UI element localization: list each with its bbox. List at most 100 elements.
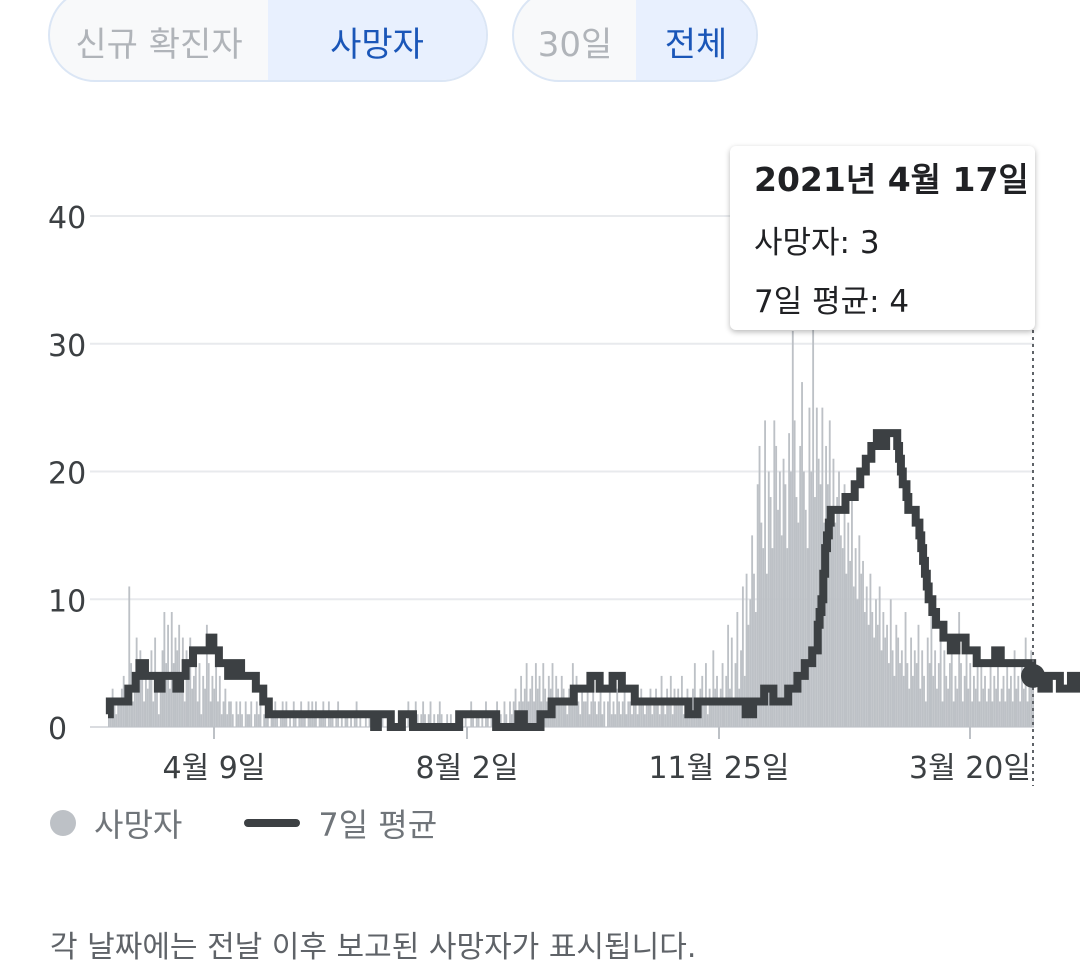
bar <box>531 675 534 727</box>
bar <box>899 663 901 727</box>
bar <box>279 714 282 727</box>
hover-point <box>1021 663 1045 688</box>
bar <box>900 650 903 727</box>
bar <box>283 714 286 727</box>
legend-line-label: 7일 평균 <box>318 806 438 844</box>
bar <box>745 573 748 727</box>
bar <box>941 701 944 727</box>
bar <box>150 650 153 727</box>
bar <box>677 688 680 727</box>
bar <box>675 701 678 727</box>
bar <box>170 612 173 727</box>
bar <box>634 701 637 727</box>
legend-bar-swatch <box>50 810 76 836</box>
bar <box>183 701 186 727</box>
bar <box>915 663 918 727</box>
bar <box>826 484 829 727</box>
bar <box>991 701 994 727</box>
bar <box>120 688 123 727</box>
bar <box>886 624 888 727</box>
bar <box>614 714 617 727</box>
chart-tooltip: 2021년 4월 17일 사망자: 3 7일 평균: 4 <box>730 146 1035 330</box>
bar <box>655 688 657 727</box>
bar <box>215 663 218 727</box>
bar <box>812 318 815 727</box>
bar <box>836 497 839 727</box>
bar <box>887 663 890 727</box>
bar <box>913 650 916 727</box>
bar <box>1021 663 1023 727</box>
bar <box>464 714 467 727</box>
bar <box>198 663 201 727</box>
bar <box>954 675 957 727</box>
bar <box>754 612 757 727</box>
bar <box>865 586 868 727</box>
bar <box>747 624 750 727</box>
bar <box>980 663 983 727</box>
bar <box>897 637 900 727</box>
deaths-chart[interactable]: 0 10 20 30 40 4월 9일 8월 2일 11월 25일 3월 20일 <box>0 0 1080 800</box>
bar <box>503 701 506 727</box>
bar <box>906 663 909 727</box>
bar <box>712 650 715 727</box>
bar <box>982 688 985 727</box>
bar <box>350 714 352 727</box>
bar <box>180 675 182 727</box>
bar <box>703 701 706 727</box>
bar <box>786 548 789 727</box>
bar <box>250 701 253 727</box>
bar <box>289 714 291 727</box>
bar <box>1032 688 1034 727</box>
deaths-option[interactable]: 사망자 <box>268 0 486 80</box>
bar <box>533 701 535 727</box>
bar <box>117 701 120 727</box>
bar <box>749 599 752 727</box>
bar <box>948 663 951 727</box>
bar <box>132 701 134 727</box>
bar <box>313 714 316 727</box>
bar <box>943 650 946 727</box>
bar <box>664 714 667 727</box>
bar <box>952 701 955 727</box>
bar <box>331 714 334 727</box>
range-30-days-option[interactable]: 30일 <box>537 24 613 65</box>
range-all-option[interactable]: 전체 <box>636 0 756 80</box>
bar <box>658 714 661 727</box>
bar <box>756 484 759 727</box>
bar <box>595 714 598 727</box>
bar <box>838 471 840 727</box>
bar <box>514 688 517 727</box>
bar <box>880 650 883 727</box>
chart-footnote: 각 날짜에는 전날 이후 보고된 사망자가 표시됩니다. <box>50 930 697 965</box>
bar <box>862 560 864 727</box>
new-cases-option[interactable]: 신규 확진자 <box>75 24 243 65</box>
bar <box>512 701 515 727</box>
bar <box>623 688 626 727</box>
bar <box>682 714 685 727</box>
bar <box>324 714 327 727</box>
bar <box>239 701 242 727</box>
bar <box>714 688 717 727</box>
bar <box>945 675 948 727</box>
bar <box>213 688 216 727</box>
bar <box>625 714 628 727</box>
bar <box>936 688 938 727</box>
bar <box>814 497 816 727</box>
bar <box>1000 688 1003 727</box>
bar <box>708 688 711 727</box>
bar <box>823 522 826 727</box>
bar <box>108 714 110 727</box>
bar <box>581 688 584 727</box>
bar <box>416 714 419 727</box>
bar <box>1008 688 1010 727</box>
bar <box>960 663 962 727</box>
bar <box>141 675 144 727</box>
bar <box>618 701 620 727</box>
bar <box>801 382 803 727</box>
bar <box>207 663 210 727</box>
bar <box>616 688 619 727</box>
bar <box>830 509 833 727</box>
x-tick-label: 4월 9일 <box>163 751 266 786</box>
bar <box>302 714 304 727</box>
bar <box>947 688 949 727</box>
